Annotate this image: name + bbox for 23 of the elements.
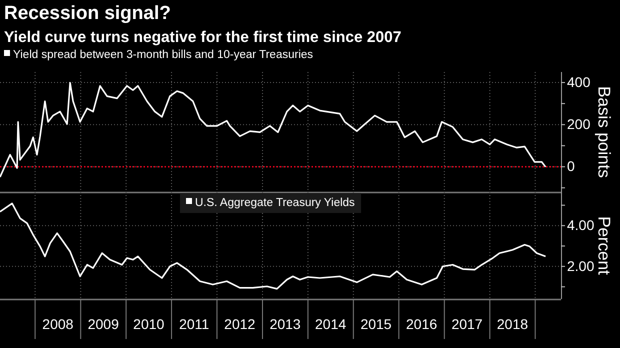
legend-label: Yield spread between 3-month bills and 10-year Treasuries — [13, 49, 314, 61]
y-tick-label: 0 — [567, 158, 575, 174]
x-tick-label: 2010 — [133, 316, 165, 332]
x-tick-label: 2018 — [496, 316, 528, 332]
x-tick-label: 2012 — [224, 316, 256, 332]
x-tick-label: 2014 — [315, 316, 346, 332]
y-axis-title: Basis points — [594, 86, 614, 178]
line-series — [0, 82, 546, 178]
x-tick-label: 2008 — [42, 316, 74, 332]
x-tick-label: 2013 — [270, 316, 301, 332]
x-tick-label: 2017 — [451, 316, 483, 332]
y-tick-label: 400 — [567, 74, 591, 90]
y-axis-title: Percent — [594, 216, 614, 276]
chart-title: Recession signal? — [4, 3, 171, 24]
x-tick-label: 2016 — [406, 316, 438, 332]
chart-subtitle: Yield curve turns negative for the first time since 2007 — [4, 29, 402, 46]
x-tick-label: 2011 — [179, 316, 210, 332]
y-tick-label: 4.00 — [567, 217, 594, 234]
y-tick-label: 200 — [567, 116, 591, 132]
x-tick-label: 2015 — [360, 316, 392, 332]
legend-label: U.S. Aggregate Treasury Yields — [195, 197, 356, 209]
y-tick-label: 2.00 — [567, 258, 594, 274]
x-tick-label: 2009 — [88, 316, 120, 332]
